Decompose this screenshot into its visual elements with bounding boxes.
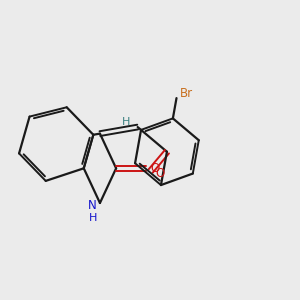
Text: H: H (88, 213, 97, 223)
Text: Br: Br (179, 87, 193, 100)
Text: O: O (155, 167, 164, 180)
Text: H: H (122, 117, 131, 127)
Text: O: O (150, 162, 159, 175)
Text: N: N (88, 200, 97, 212)
